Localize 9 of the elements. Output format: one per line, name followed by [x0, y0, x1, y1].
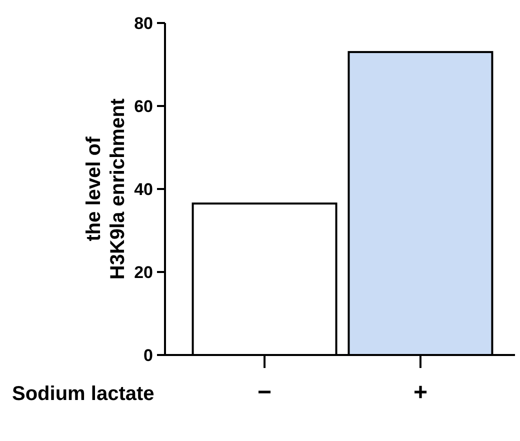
y-axis-title: the level of H3K9la enrichment [83, 98, 129, 280]
x-tick-label: + [413, 379, 428, 406]
y-tick-label: 20 [134, 262, 153, 282]
x-tick-label: − [258, 379, 272, 406]
y-tick-label: 0 [144, 346, 153, 365]
x-axis-title: Sodium lactate [12, 383, 154, 405]
y-tick-label: 80 [134, 14, 153, 33]
y-tick-label: 40 [134, 180, 153, 199]
y-tick-label: 60 [134, 96, 153, 116]
